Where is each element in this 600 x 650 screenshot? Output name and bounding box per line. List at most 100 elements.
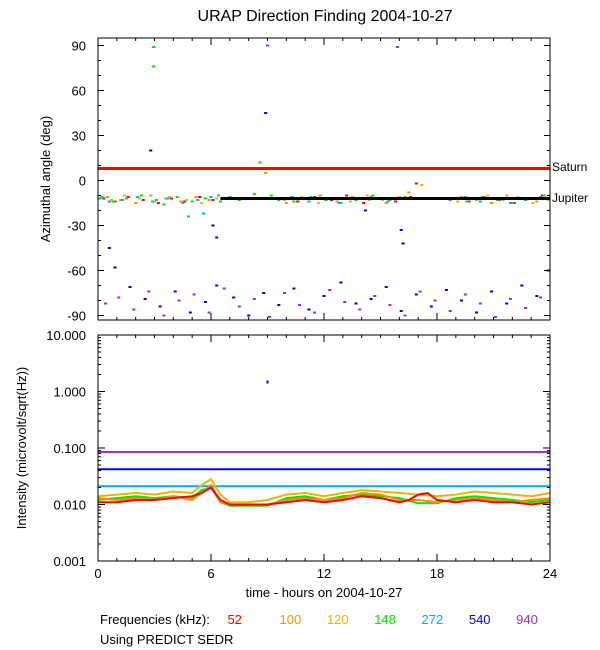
azimuth-point-540 xyxy=(188,311,192,314)
azimuth-point-272 xyxy=(98,197,102,200)
azimuth-point-52 xyxy=(512,202,516,204)
azimuth-point-940 xyxy=(373,295,377,297)
azimuth-point-148 xyxy=(154,199,158,201)
azimuth-point-148 xyxy=(111,200,115,203)
azimuth-point-940 xyxy=(132,308,136,311)
azimuth-point-148 xyxy=(339,202,343,204)
azimuth-point-120 xyxy=(215,197,219,200)
legend-title: Frequencies (kHz): xyxy=(100,612,210,627)
azimuth-point-540 xyxy=(232,296,236,299)
azimuth-point-52 xyxy=(141,199,145,201)
azimuth-point-540 xyxy=(128,286,132,288)
azimuth-point-148 xyxy=(292,200,296,203)
azimuth-point-272 xyxy=(107,200,111,203)
azimuth-point-940 xyxy=(328,289,332,291)
azimuth-point-52 xyxy=(156,202,160,204)
azimuth-point-940 xyxy=(343,301,347,303)
azimuth-point-540 xyxy=(363,209,367,212)
azimuth-point-100 xyxy=(264,172,268,174)
azimuth-point-940 xyxy=(147,290,151,293)
intensity-ytick-label: 0.010 xyxy=(53,498,86,513)
azimuth-point-940 xyxy=(433,299,437,302)
azimuth-y-axis-label: Azimuthal angle (deg) xyxy=(38,116,53,242)
azimuth-point-272 xyxy=(121,199,124,201)
azimuth-point-52 xyxy=(296,200,300,203)
azimuth-point-148 xyxy=(217,194,220,197)
azimuth-point-100 xyxy=(407,191,411,194)
legend-item-52: 52 xyxy=(227,612,242,627)
azimuth-scatter-points xyxy=(98,44,550,318)
azimuth-point-940 xyxy=(448,310,452,312)
azimuth-point-540 xyxy=(475,311,479,314)
azimuth-point-100 xyxy=(384,202,388,204)
azimuth-x-ticks xyxy=(97,38,551,320)
azimuth-point-540 xyxy=(292,287,296,290)
azimuth-point-120 xyxy=(137,197,141,200)
azimuth-point-540 xyxy=(490,290,494,293)
xtick-label: 24 xyxy=(543,566,557,581)
azimuth-point-940 xyxy=(252,298,256,300)
azimuth-point-52 xyxy=(169,197,173,200)
azimuth-point-940 xyxy=(508,298,512,300)
jupiter-line-label: Jupiter xyxy=(552,191,588,205)
azimuth-point-148 xyxy=(162,203,166,206)
azimuth-point-148 xyxy=(124,197,128,200)
azimuth-point-540 xyxy=(247,314,251,317)
azimuth-point-940 xyxy=(192,293,196,296)
azimuth-point-272 xyxy=(386,200,390,203)
azimuth-point-940 xyxy=(162,314,166,317)
azimuth-point-272 xyxy=(166,197,170,200)
azimuth-point-52 xyxy=(102,197,106,200)
azimuth-point-272 xyxy=(196,199,200,201)
azimuth-panel: 90 60 30 0 -30 -60 -90 Azimuthal angle (deg) S… xyxy=(38,37,588,324)
azimuth-point-540 xyxy=(460,299,463,302)
azimuth-y-axis: 90 60 30 0 -30 -60 -90 xyxy=(67,39,550,324)
azimuth-point-148 xyxy=(190,200,194,203)
azimuth-point-540 xyxy=(520,284,524,287)
azimuth-point-540 xyxy=(107,247,111,249)
azimuth-point-52 xyxy=(113,200,117,203)
azimuth-point-540 xyxy=(339,281,343,284)
azimuth-point-940 xyxy=(539,296,543,299)
azimuth-ytick-label: -30 xyxy=(67,219,86,234)
legend-item-272: 272 xyxy=(421,612,444,627)
azimuth-point-940 xyxy=(222,287,226,290)
azimuth-ytick-label: -90 xyxy=(67,309,86,324)
azimuth-point-940 xyxy=(207,311,211,314)
intensity-series-lines xyxy=(97,380,551,507)
azimuth-point-148 xyxy=(252,193,256,195)
legend-item-148: 148 xyxy=(374,612,396,627)
azimuth-point-540 xyxy=(399,310,403,312)
intensity-ytick-label: 0.001 xyxy=(53,554,86,569)
frequency-legend: Frequencies (kHz): 52 100 120 148 272 54… xyxy=(100,612,538,627)
legend-item-940: 940 xyxy=(516,612,538,627)
azimuth-point-100 xyxy=(284,202,288,204)
intensity-outlier-point xyxy=(266,380,269,384)
azimuth-point-940 xyxy=(395,46,399,48)
azimuth-point-52 xyxy=(541,194,544,197)
azimuth-point-120 xyxy=(185,199,188,201)
azimuth-point-148 xyxy=(152,46,156,48)
azimuth-point-100 xyxy=(164,197,168,200)
azimuth-point-272 xyxy=(209,196,213,198)
azimuth-point-272 xyxy=(218,200,222,203)
azimuth-plot-frame xyxy=(97,37,551,321)
azimuth-point-940 xyxy=(358,308,362,311)
azimuth-point-540 xyxy=(401,242,405,245)
azimuth-point-100 xyxy=(318,194,322,197)
azimuth-ytick-label: 0 xyxy=(79,174,86,189)
azimuth-point-100 xyxy=(194,196,198,198)
azimuth-point-940 xyxy=(388,304,392,306)
legend-item-540: 540 xyxy=(468,612,491,627)
azimuth-point-940 xyxy=(403,314,407,317)
azimuth-point-120 xyxy=(365,194,369,197)
azimuth-point-540 xyxy=(203,301,207,303)
azimuth-point-540 xyxy=(149,149,153,152)
azimuth-point-272 xyxy=(508,202,512,204)
azimuth-point-52 xyxy=(394,200,398,203)
intensity-line-120 xyxy=(97,477,551,504)
intensity-x-axis: 0 6 12 18 24 xyxy=(94,335,557,581)
azimuth-point-272 xyxy=(181,202,185,204)
azimuth-point-940 xyxy=(313,311,317,314)
